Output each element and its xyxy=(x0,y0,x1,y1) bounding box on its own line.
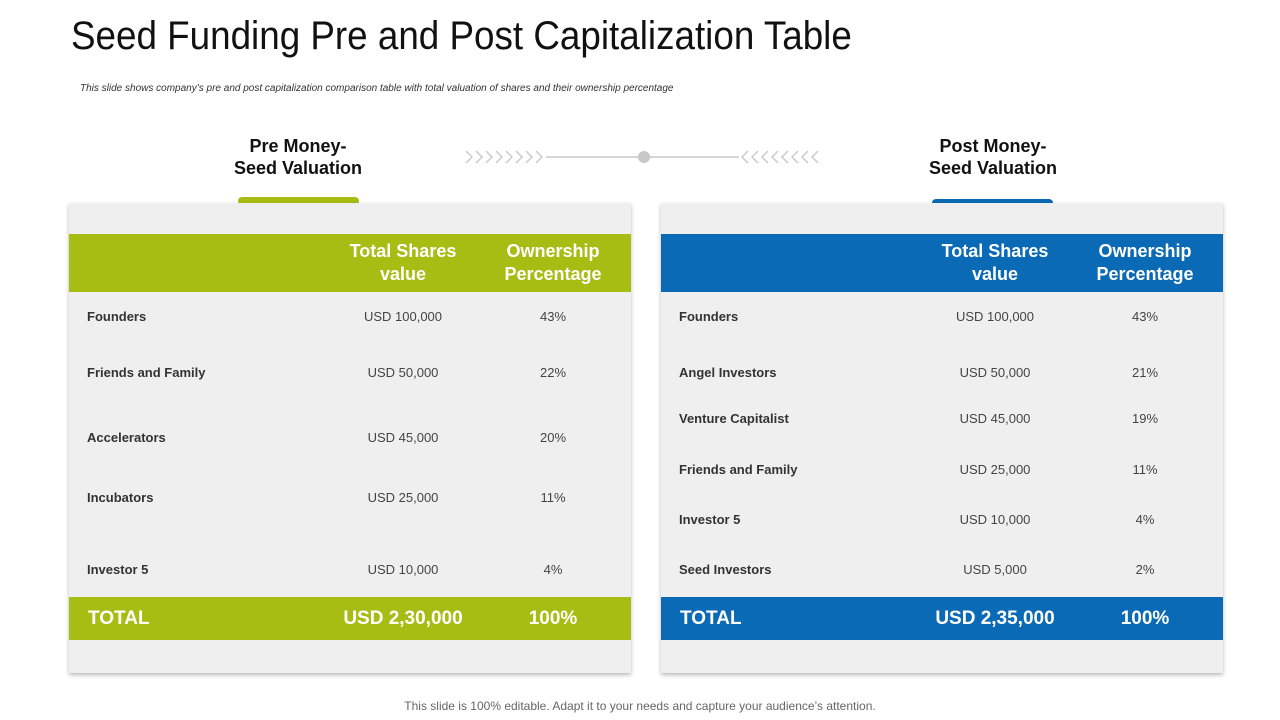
row-value: USD 45,000 xyxy=(367,430,439,445)
table-row: Founders USD 100,000 43% xyxy=(69,309,631,329)
table-row: Friends and Family USD 50,000 22% xyxy=(69,365,631,385)
row-value: USD 100,000 xyxy=(955,309,1035,324)
chevron-right-icon xyxy=(465,150,473,164)
post-col1-line2: value xyxy=(971,264,1019,284)
row-value: USD 10,000 xyxy=(959,512,1031,527)
table-row: Angel Investors USD 50,000 21% xyxy=(661,365,1223,385)
total-value: USD 2,30,000 xyxy=(343,608,463,629)
chevron-left-icon xyxy=(801,150,809,164)
total-label: TOTAL xyxy=(88,608,150,629)
row-percentage: 11% xyxy=(1132,462,1158,477)
pre-total-row: TOTAL USD 2,30,000 100% xyxy=(69,597,631,640)
chevron-left-icon xyxy=(791,150,799,164)
post-col-ownership: Ownership Percentage xyxy=(1075,240,1215,286)
pre-money-table: Total Shares value Ownership Percentage … xyxy=(69,203,631,673)
chevron-right-icon xyxy=(475,150,483,164)
post-col2-line2: Percentage xyxy=(1096,264,1194,284)
row-percentage: 22% xyxy=(539,365,567,380)
total-label: TOTAL xyxy=(680,608,742,629)
table-row: Seed Investors USD 5,000 2% xyxy=(661,562,1223,582)
row-name: Incubators xyxy=(87,490,154,505)
row-name: Angel Investors xyxy=(679,365,777,380)
row-name: Friends and Family xyxy=(679,462,798,477)
row-name: Friends and Family xyxy=(87,365,206,380)
row-name: Founders xyxy=(87,309,147,324)
chevron-left-icon xyxy=(751,150,759,164)
table-row: Venture Capitalist USD 45,000 19% xyxy=(661,411,1223,431)
row-percentage: 2% xyxy=(1135,562,1155,577)
row-name: Seed Investors xyxy=(679,562,772,577)
row-value: USD 10,000 xyxy=(367,562,439,577)
chevron-left-icon xyxy=(771,150,779,164)
pre-col2-line2: Percentage xyxy=(504,264,602,284)
pre-col-total-shares: Total Shares value xyxy=(333,240,473,286)
post-col-total-shares: Total Shares value xyxy=(925,240,1065,286)
row-percentage: 20% xyxy=(539,430,567,445)
chevron-left-icon xyxy=(781,150,789,164)
row-value: USD 50,000 xyxy=(959,365,1031,380)
row-name: Investor 5 xyxy=(87,562,149,577)
row-value: USD 100,000 xyxy=(363,309,443,324)
post-money-table: Total Shares value Ownership Percentage … xyxy=(661,203,1223,673)
row-name: Founders xyxy=(679,309,739,324)
table-row: Founders USD 100,000 43% xyxy=(661,309,1223,329)
chevron-right-icon xyxy=(505,150,513,164)
chevron-right-icon xyxy=(525,150,533,164)
pre-money-heading: Pre Money- Seed Valuation xyxy=(188,135,408,179)
total-percentage: 100% xyxy=(1120,608,1170,629)
chevron-left-icon xyxy=(811,150,819,164)
connector-dot-icon xyxy=(638,151,650,163)
row-percentage: 19% xyxy=(1131,411,1159,426)
pre-heading-line1: Pre Money- xyxy=(249,136,347,156)
table-row: Friends and Family USD 25,000 11% xyxy=(661,462,1223,482)
post-col2-line1: Ownership xyxy=(1098,241,1192,261)
row-percentage: 43% xyxy=(539,309,567,324)
row-value: USD 25,000 xyxy=(959,462,1031,477)
row-percentage: 21% xyxy=(1131,365,1159,380)
post-table-header: Total Shares value Ownership Percentage xyxy=(661,234,1223,292)
chevron-left-icon xyxy=(741,150,749,164)
connector-arrows xyxy=(465,150,819,164)
row-percentage: 11% xyxy=(540,490,566,505)
pre-accent-bar xyxy=(238,197,359,205)
row-value: USD 25,000 xyxy=(367,490,439,505)
row-value: USD 45,000 xyxy=(959,411,1031,426)
post-heading-line2: Seed Valuation xyxy=(928,158,1058,178)
total-value: USD 2,35,000 xyxy=(935,608,1055,629)
chevron-right-icon xyxy=(495,150,503,164)
footer-note: This slide is 100% editable. Adapt it to… xyxy=(404,699,876,713)
pre-table-header: Total Shares value Ownership Percentage xyxy=(69,234,631,292)
table-row: Accelerators USD 45,000 20% xyxy=(69,430,631,450)
pre-col1-line1: Total Shares xyxy=(349,241,457,261)
pre-col2-line1: Ownership xyxy=(506,241,600,261)
row-name: Venture Capitalist xyxy=(679,411,789,426)
post-total-row: TOTAL USD 2,35,000 100% xyxy=(661,597,1223,640)
chevron-left-icon xyxy=(761,150,769,164)
row-percentage: 4% xyxy=(543,562,563,577)
row-value: USD 50,000 xyxy=(367,365,439,380)
post-money-heading: Post Money- Seed Valuation xyxy=(883,135,1103,179)
table-row: Investor 5 USD 10,000 4% xyxy=(69,562,631,582)
table-row: Investor 5 USD 10,000 4% xyxy=(661,512,1223,532)
chevron-right-icon xyxy=(535,150,543,164)
row-percentage: 4% xyxy=(1135,512,1155,527)
row-value: USD 5,000 xyxy=(963,562,1027,577)
page-title: Seed Funding Pre and Post Capitalization… xyxy=(71,14,852,58)
row-name: Accelerators xyxy=(87,430,166,445)
total-percentage: 100% xyxy=(528,608,578,629)
pre-col-ownership: Ownership Percentage xyxy=(483,240,623,286)
pre-col1-line2: value xyxy=(379,264,427,284)
row-name: Investor 5 xyxy=(679,512,741,527)
chevron-right-icon xyxy=(485,150,493,164)
table-row: Incubators USD 25,000 11% xyxy=(69,490,631,510)
row-percentage: 43% xyxy=(1131,309,1159,324)
pre-heading-line2: Seed Valuation xyxy=(233,158,363,178)
post-heading-line1: Post Money- xyxy=(939,136,1047,156)
chevron-right-icon xyxy=(515,150,523,164)
post-col1-line1: Total Shares xyxy=(941,241,1049,261)
page-subtitle: This slide shows company’s pre and post … xyxy=(80,83,674,94)
